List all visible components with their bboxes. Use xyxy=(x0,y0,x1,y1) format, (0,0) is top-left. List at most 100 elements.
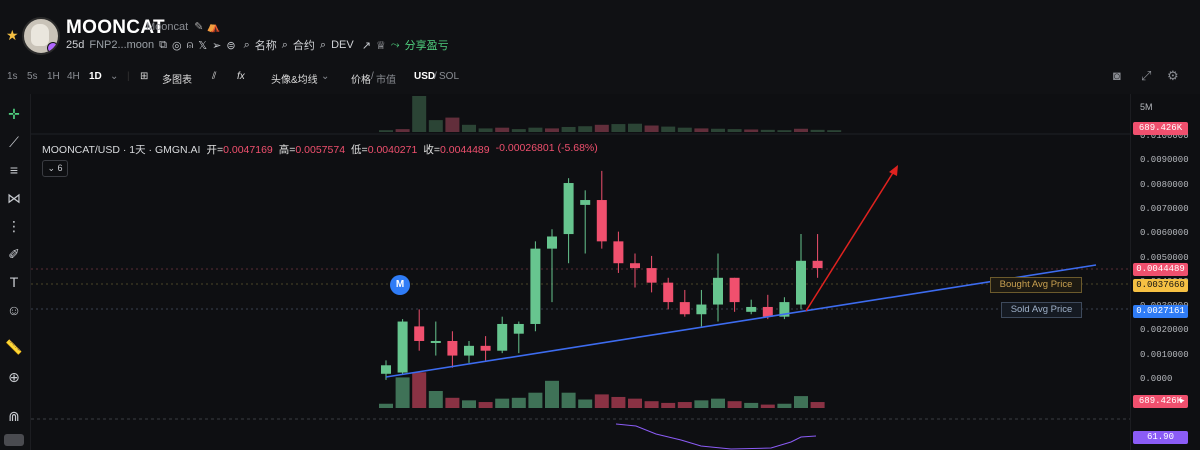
top-volume-bar xyxy=(428,120,443,132)
top-volume-bar xyxy=(445,117,460,132)
ohlc-high: 高=0.0057574 xyxy=(279,142,345,157)
token-age: 25d xyxy=(66,39,85,51)
share-icon[interactable]: ⤳ xyxy=(390,38,400,51)
volume-tag-caret-icon[interactable]: ▸ xyxy=(1180,395,1185,405)
token-meta-row: 25d FNP2...moon ⧉ ◎ ⍝ 𝕏 ➢ ⊜ ⌕ 名称 ⌕ 合约 ⌕ … xyxy=(66,38,449,53)
candle-body xyxy=(580,200,591,205)
volume-bar xyxy=(677,402,692,408)
avatar-ma-dropdown-icon[interactable]: ⌄ xyxy=(321,71,330,82)
price-toggle[interactable]: 价格 xyxy=(351,75,371,86)
top-volume-tag: 689.426K xyxy=(1133,122,1188,135)
top-volume-axis-label: 5M xyxy=(1140,102,1153,112)
volume-bar xyxy=(445,397,460,408)
copy-icon[interactable]: ⧉ xyxy=(159,38,168,51)
interval-1h[interactable]: 1H xyxy=(47,71,60,82)
candle-body xyxy=(663,282,674,303)
pair-label: MOONCAT/USD · 1天 · GMGN.AI xyxy=(42,144,201,156)
fib-tool-icon[interactable]: ⋮ xyxy=(7,218,21,234)
price-axis-tick: 0.0050000 xyxy=(1140,252,1189,263)
favorite-star-icon[interactable]: ★ xyxy=(6,27,19,43)
cat-image xyxy=(31,24,49,46)
search-dev-link[interactable]: DEV xyxy=(331,39,354,51)
explorer-icon[interactable]: ⊜ xyxy=(226,39,236,52)
token-address[interactable]: FNP2...moon xyxy=(89,39,155,51)
text-tool-icon[interactable]: T xyxy=(9,274,19,290)
open-key: 开= xyxy=(206,144,224,156)
volume-bar xyxy=(594,394,609,408)
candle-body xyxy=(762,306,773,317)
lock-drawings-icon[interactable] xyxy=(4,434,24,446)
interval-5s[interactable]: 5s xyxy=(27,71,38,82)
volume-bar xyxy=(661,402,676,408)
user-icon[interactable]: ⍝ xyxy=(186,38,194,51)
mcap-toggle[interactable]: 市值 xyxy=(376,75,396,86)
interval-dropdown-icon[interactable]: ⌄ xyxy=(110,71,119,82)
interval-4h[interactable]: 4H xyxy=(67,71,80,82)
avatar-ma-button[interactable]: 头像&均线 xyxy=(271,75,318,86)
telegram-icon[interactable]: ➢ xyxy=(212,39,222,52)
top-volume-bar xyxy=(561,126,576,132)
token-avatar[interactable] xyxy=(22,17,60,55)
token-subname-text: Mooncat xyxy=(146,21,189,33)
interval-1s[interactable]: 1s xyxy=(7,71,18,82)
volume-bar xyxy=(478,402,493,408)
candle-style-icon[interactable]: ⫽ xyxy=(212,71,217,82)
interval-1d[interactable]: 1D xyxy=(89,71,102,82)
external-link-icon[interactable]: ↗ xyxy=(361,39,371,52)
candle-body xyxy=(414,326,425,341)
share-pnl-link[interactable]: 分享盈亏 xyxy=(404,40,449,52)
emoji-tool-icon[interactable]: ☺ xyxy=(6,302,22,318)
x-twitter-icon[interactable]: 𝕏 xyxy=(198,39,208,52)
volume-bar xyxy=(794,396,808,408)
fullscreen-icon[interactable]: ⤢ xyxy=(1141,68,1152,83)
rsi-line xyxy=(615,423,817,450)
search-name-link[interactable]: 名称 xyxy=(254,40,277,52)
indicator-collapse-button[interactable]: ⌄ 6 xyxy=(42,160,68,177)
crosshair-icon[interactable]: ✛ xyxy=(8,106,20,122)
volume-bar xyxy=(810,402,825,408)
volume-bar xyxy=(578,399,593,408)
search-contract-link[interactable]: 合约 xyxy=(292,40,315,52)
currency-sep: / xyxy=(434,71,437,82)
top-volume-bar xyxy=(644,125,659,132)
multi-chart-button[interactable]: 多图表 xyxy=(162,75,192,86)
ohlc-close: 收=0.0044489 xyxy=(423,142,489,157)
ohlc-low: 低=0.0040271 xyxy=(351,142,417,157)
edit-icon[interactable]: ✎ xyxy=(194,21,204,33)
horizontal-lines-icon[interactable]: ≡ xyxy=(9,162,19,178)
open-value: 0.0047169 xyxy=(223,144,273,156)
top-volume-bar xyxy=(594,124,609,132)
indicators-fx-icon[interactable]: fx xyxy=(237,71,245,82)
candle-body xyxy=(613,241,624,264)
search-contract-icon[interactable]: ⌕ xyxy=(281,38,288,51)
price-axis-tick: 0.0080000 xyxy=(1140,179,1189,190)
incognito-icon[interactable]: ⛺ xyxy=(206,21,221,33)
camera-icon[interactable]: ◙ xyxy=(1113,68,1121,83)
top-volume-bar xyxy=(827,130,842,132)
ruler-icon[interactable]: 📏 xyxy=(5,339,23,355)
close-key: 收= xyxy=(423,144,440,156)
top-volume-bar xyxy=(462,124,476,132)
add-chart-icon[interactable]: ⊞ xyxy=(140,71,149,82)
token-header xyxy=(0,0,1200,62)
m-marker-badge[interactable]: M xyxy=(390,275,410,295)
zoom-in-icon[interactable]: ⊕ xyxy=(8,369,20,385)
price-chart[interactable] xyxy=(31,94,1130,450)
settings-gear-icon[interactable]: ⚙ xyxy=(1167,68,1179,83)
volume-bar xyxy=(777,403,792,408)
search-name-icon[interactable]: ⌕ xyxy=(243,38,250,51)
candle-body xyxy=(796,260,806,305)
candle-body xyxy=(497,323,508,351)
website-icon[interactable]: ◎ xyxy=(172,39,182,52)
pattern-tool-icon[interactable]: ⋈ xyxy=(7,190,21,206)
trendline-tool-icon[interactable]: ⟋ xyxy=(9,134,19,150)
top-volume-bar xyxy=(677,127,692,132)
currency-usd[interactable]: USD xyxy=(414,71,436,82)
sold-price-tag: 0.0027161 xyxy=(1133,305,1188,318)
currency-sol[interactable]: SOL xyxy=(439,71,460,82)
crown-icon[interactable]: ♕ xyxy=(375,39,386,52)
magnet-icon[interactable]: ⋒ xyxy=(8,408,20,424)
candle-body xyxy=(729,277,740,303)
search-dev-icon[interactable]: ⌕ xyxy=(319,38,327,51)
brush-tool-icon[interactable]: ✐ xyxy=(8,246,20,262)
